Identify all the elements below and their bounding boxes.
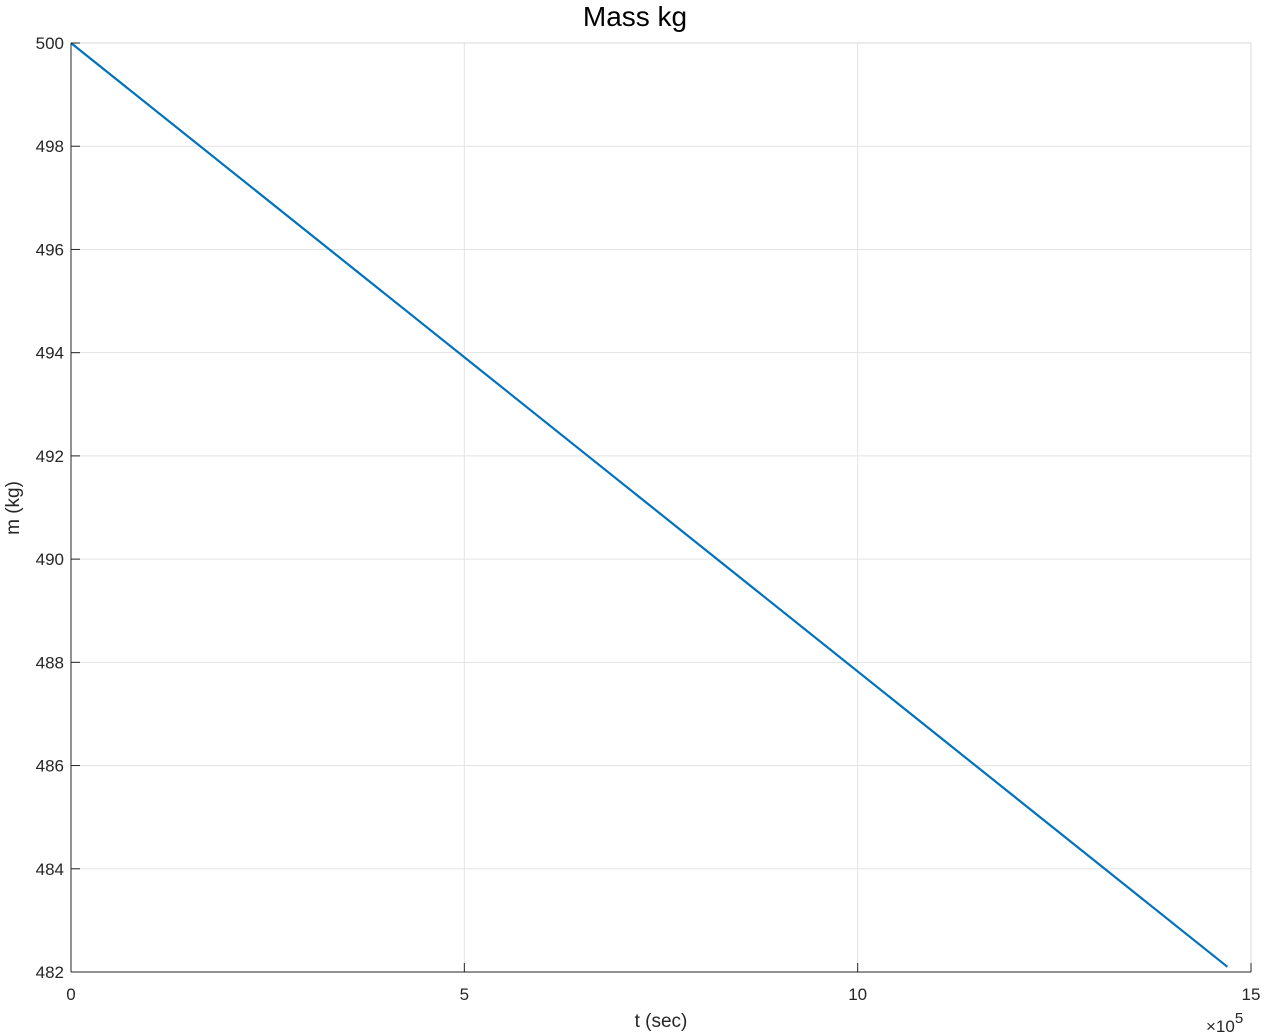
- x-tick-label: 5: [460, 985, 469, 1004]
- grid: [70, 42, 1252, 973]
- y-tick-labels: 482 484 486 488 490 492 494 496 498 500: [36, 34, 64, 982]
- y-tick-label: 486: [36, 757, 64, 776]
- x-tick-label: 10: [848, 985, 867, 1004]
- series-line: [70, 42, 1229, 968]
- x-tick-label: 15: [1242, 985, 1261, 1004]
- x-exponent-times: ×10: [1206, 1017, 1235, 1034]
- axes: [70, 42, 1252, 973]
- y-tick-label: 490: [36, 550, 64, 569]
- y-tick-label: 488: [36, 653, 64, 672]
- x-exponent-power: 5: [1235, 1010, 1243, 1027]
- plot-area: [70, 42, 1252, 973]
- y-tick-label: 482: [36, 963, 64, 982]
- x-tick-labels: 0 5 10 15: [66, 985, 1260, 1004]
- y-tick-label: 500: [36, 34, 64, 53]
- x-axis-exponent: ×105: [1206, 1010, 1243, 1034]
- y-tick-label: 498: [36, 137, 64, 156]
- chart-title: Mass kg: [583, 1, 687, 32]
- x-axis-label: t (sec): [635, 1011, 688, 1032]
- y-tick-label: 496: [36, 240, 64, 259]
- y-tick-label: 494: [36, 344, 64, 363]
- series-layer: [70, 42, 1229, 968]
- y-axis-label: m (kg): [3, 481, 24, 535]
- y-tick-label: 492: [36, 447, 64, 466]
- x-tick-label: 0: [66, 985, 75, 1004]
- y-tick-label: 484: [36, 860, 64, 879]
